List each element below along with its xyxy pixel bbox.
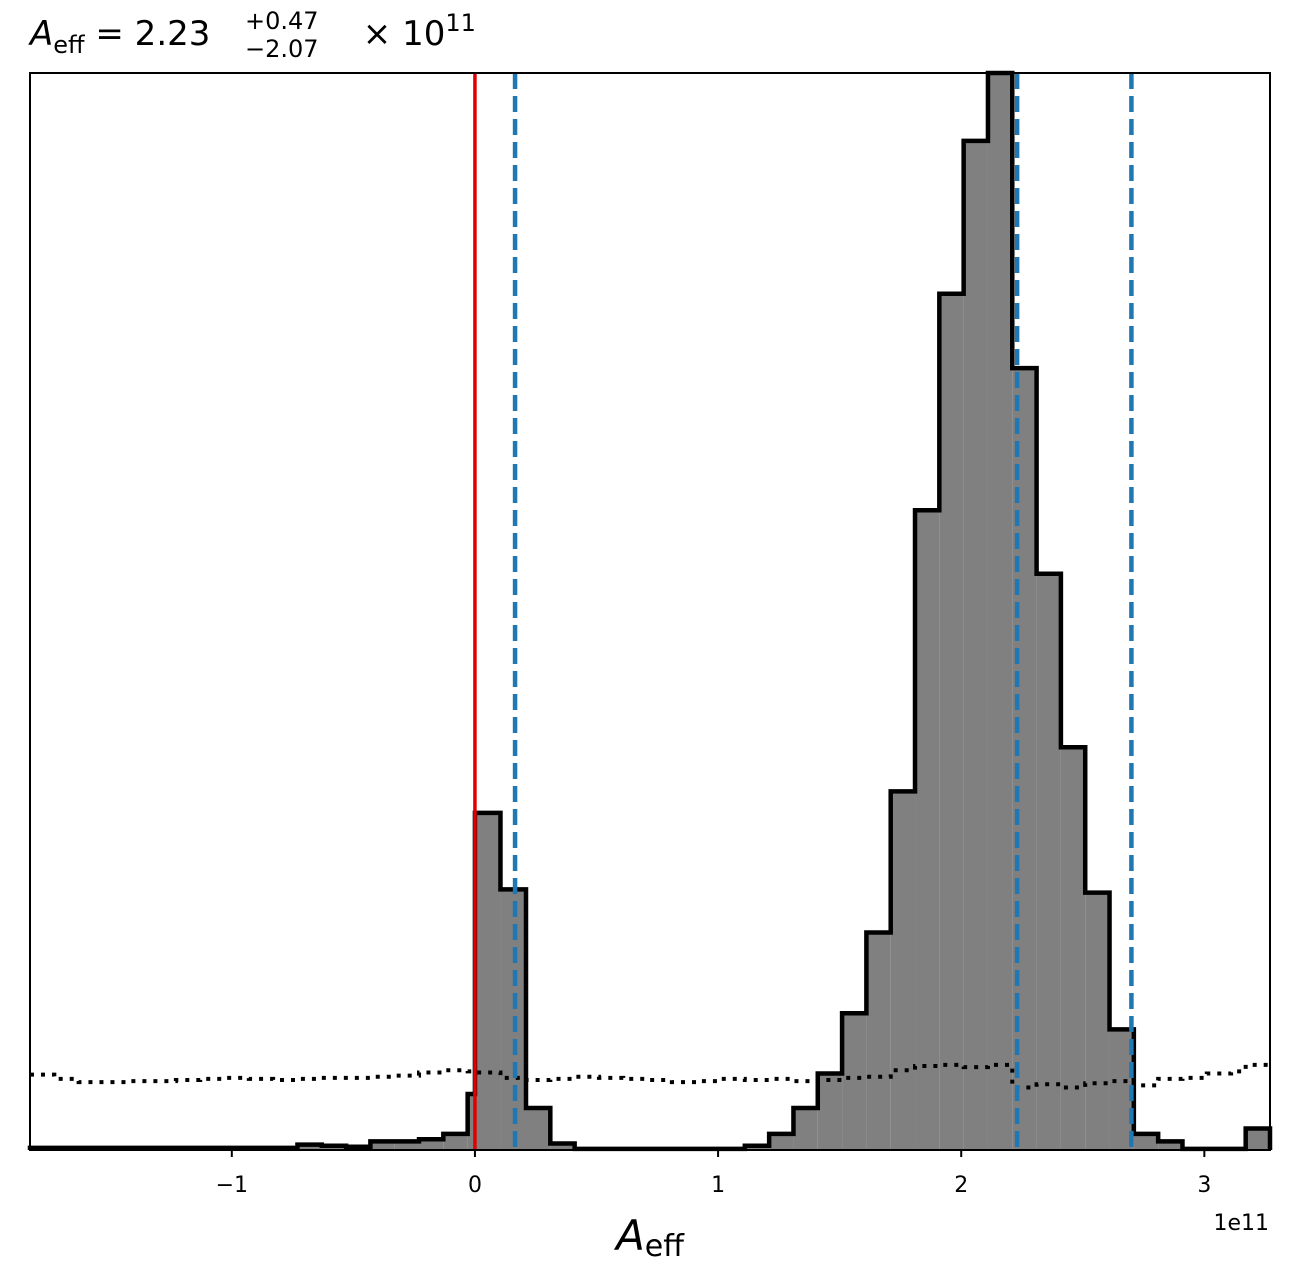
histogram-bar [467, 1093, 475, 1150]
reference-lines [473, 73, 1134, 1150]
histogram-bar [866, 932, 891, 1150]
histogram-bar [474, 812, 501, 1150]
histogram-bar [890, 791, 916, 1150]
histogram-bar [1245, 1128, 1270, 1150]
histogram-bar [939, 293, 964, 1150]
x-offset-text: 1e11 [1213, 1211, 1269, 1236]
x-tick-label: 1 [711, 1173, 725, 1198]
plot-frame [29, 72, 1271, 1151]
x-tick-label: 2 [954, 1173, 968, 1198]
x-tick-label: 0 [468, 1173, 482, 1198]
histogram-bar [526, 1107, 551, 1150]
histogram-bar [1036, 573, 1061, 1150]
histogram-bar [817, 1073, 843, 1150]
histogram-bar [793, 1107, 818, 1150]
title-text: Aeff = 2.23 +0.47 −2.07 × 1011 [28, 7, 476, 63]
histogram-bar [394, 1141, 420, 1150]
histogram-bars [27, 70, 1273, 1152]
histogram-bar [1012, 368, 1037, 1150]
histogram-bar [1085, 892, 1110, 1150]
histogram-bar [370, 1141, 395, 1150]
histogram-bar [419, 1139, 444, 1150]
x-axis-label: Aeff [613, 1211, 685, 1264]
x-tick-label: 3 [1197, 1173, 1211, 1198]
x-tick-label: −1 [216, 1173, 248, 1198]
histogram-bar [963, 140, 988, 1150]
x-axis-label-text: Aeff [613, 1211, 685, 1264]
histogram-bar [915, 510, 940, 1151]
histogram-bar [1133, 1133, 1159, 1150]
histogram-bar [550, 1143, 575, 1150]
histogram-bar [1158, 1141, 1183, 1150]
histogram-bar [987, 73, 1013, 1150]
x-axis-ticks: −1 0 1 2 3 [216, 1150, 1211, 1198]
histogram-bar [842, 1013, 867, 1150]
chart-title: Aeff = 2.23 +0.47 −2.07 × 1011 [28, 7, 476, 63]
histogram-bar [297, 1144, 322, 1150]
histogram-bar [769, 1133, 794, 1150]
histogram-bar [443, 1133, 468, 1150]
histogram-bar [1060, 747, 1086, 1150]
histogram-outline [27, 70, 1273, 1152]
